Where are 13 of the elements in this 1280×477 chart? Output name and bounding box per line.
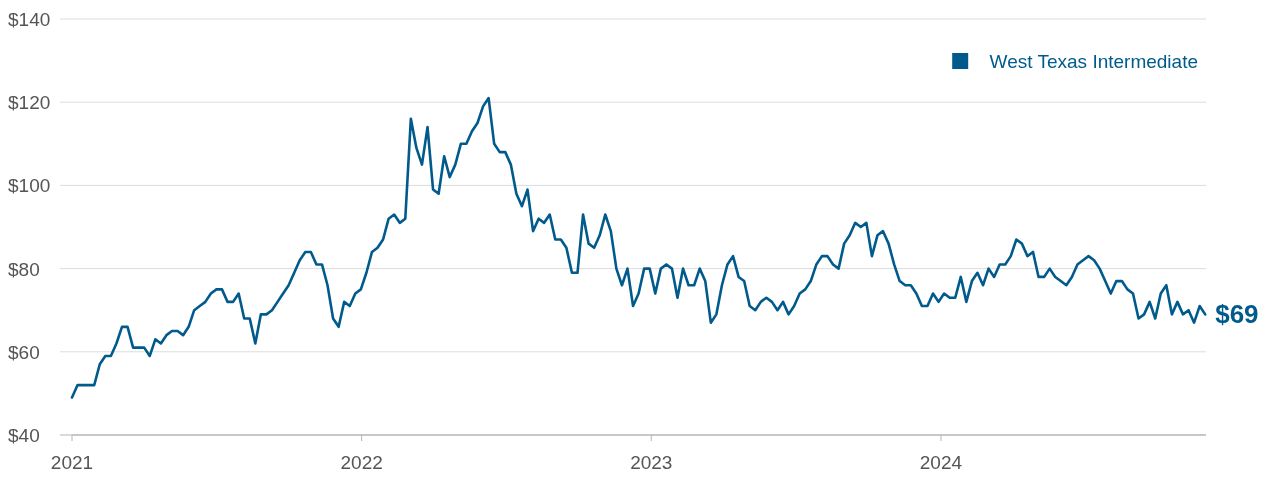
legend-label: West Texas Intermediate xyxy=(989,51,1198,72)
line-series xyxy=(70,96,1207,399)
x-tick-label: 2023 xyxy=(630,452,673,473)
x-tick-label: 2022 xyxy=(340,452,383,473)
x-tick-label: 2021 xyxy=(50,452,94,473)
y-tick-label: $60 xyxy=(8,341,40,363)
y-tick-label: $120 xyxy=(8,92,51,114)
annotation: $69 xyxy=(1215,299,1259,330)
x-tick-label: 2024 xyxy=(919,452,963,473)
y-tick-label: $140 xyxy=(8,9,51,30)
y-tick-label: $40 xyxy=(8,425,40,446)
y-tick-label: $80 xyxy=(8,258,40,280)
y-tick-label: $100 xyxy=(8,175,51,197)
